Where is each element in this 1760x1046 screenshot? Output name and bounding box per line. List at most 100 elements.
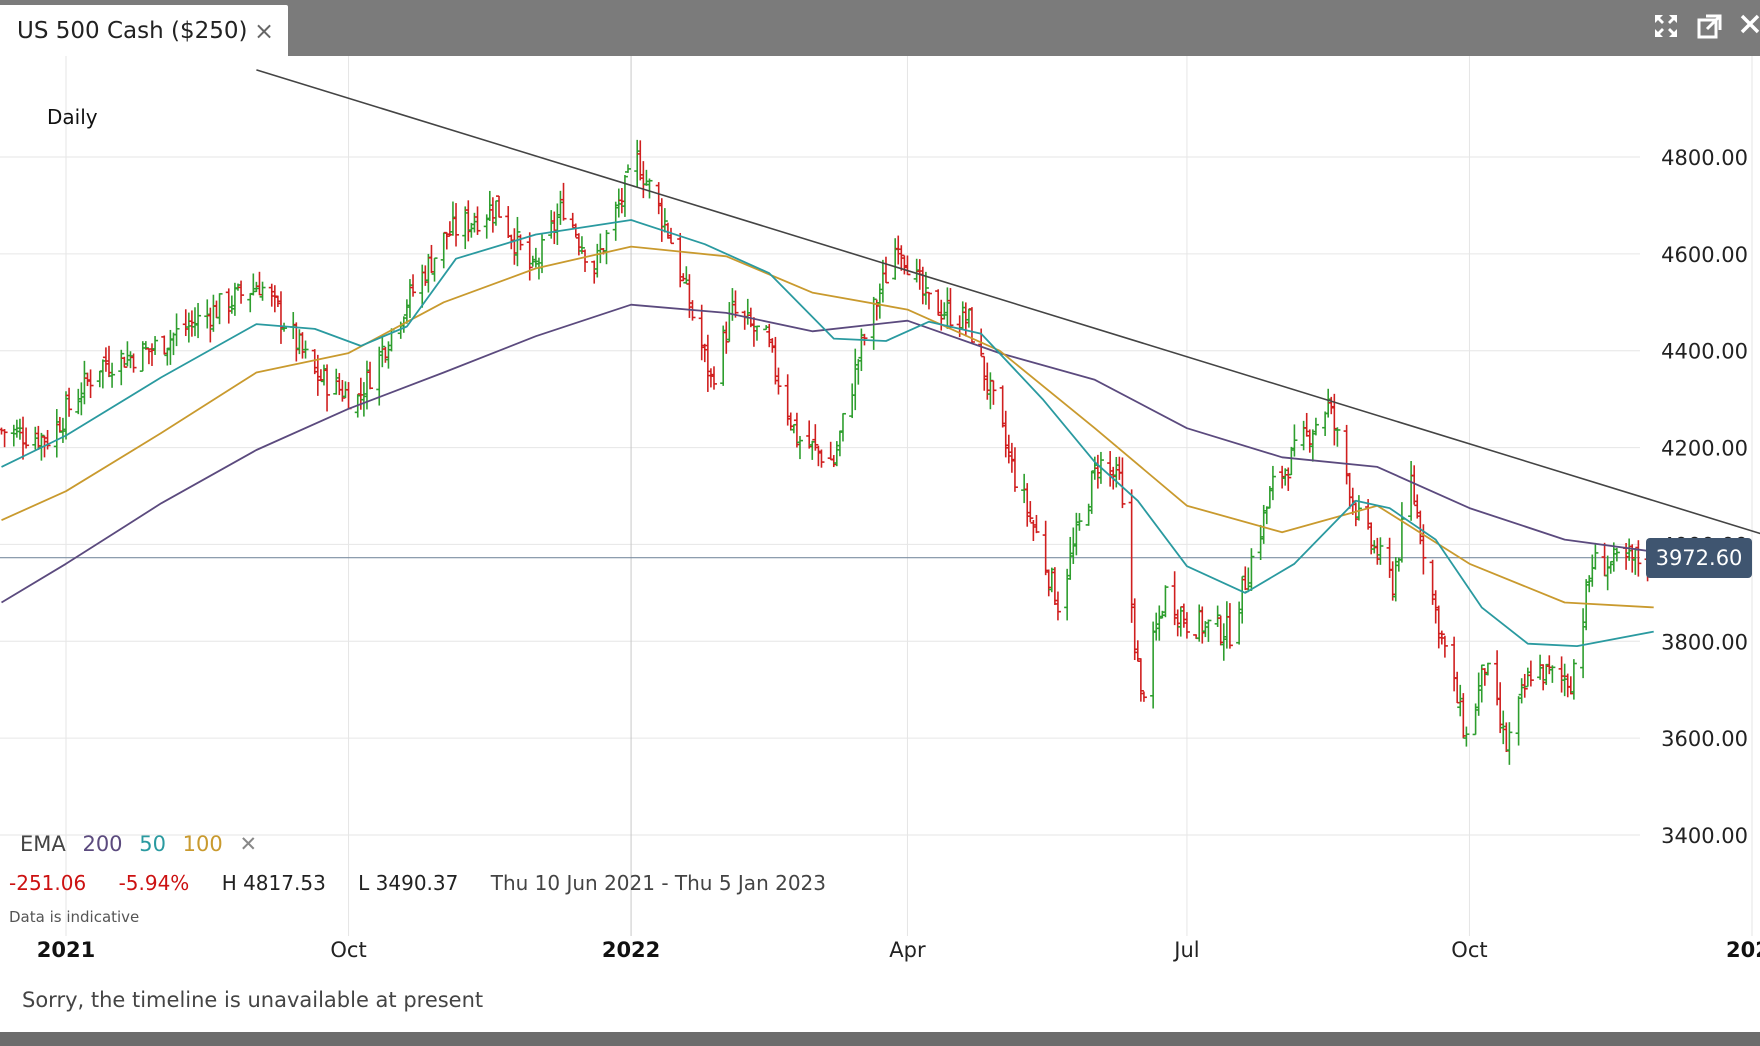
candle (446, 221, 453, 237)
candle (836, 430, 843, 457)
candle (213, 300, 220, 319)
chart-tab[interactable]: US 500 Cash ($250) × (0, 5, 288, 56)
candle (594, 243, 601, 278)
popout-icon[interactable] (1696, 12, 1724, 40)
price-chart[interactable]: 3400.003600.003800.004000.004200.004400.… (0, 56, 1760, 936)
candle (1607, 560, 1614, 574)
stats-row: -251.06 -5.94% H 4817.53 L 3490.37 Thu 1… (9, 871, 852, 895)
x-tick-label: Oct (1451, 938, 1488, 962)
candle (1613, 547, 1620, 562)
candle (1451, 636, 1458, 692)
candle (1205, 619, 1212, 642)
candle (474, 206, 481, 235)
y-tick-label: 3400.00 (1661, 824, 1748, 848)
candle (557, 190, 564, 225)
x-tick-label: Apr (889, 938, 926, 962)
candle (667, 227, 674, 245)
candle (1463, 726, 1470, 747)
candle (1478, 664, 1485, 703)
candle (1171, 571, 1178, 626)
candle (852, 348, 859, 411)
legend-ema-50[interactable]: 50 (139, 832, 166, 856)
candle (1322, 411, 1329, 437)
fullscreen-icon[interactable] (1652, 12, 1680, 40)
candle (1094, 454, 1101, 489)
candle (1137, 658, 1144, 702)
y-tick-label: 4800.00 (1661, 146, 1748, 170)
ema-100-line (1, 245, 1654, 609)
candle (1045, 569, 1052, 597)
x-tick-label: 2021 (36, 938, 96, 962)
candle (152, 336, 159, 355)
candle (1033, 514, 1040, 534)
candle (486, 190, 493, 222)
candle (1438, 630, 1445, 645)
candle (1429, 559, 1436, 605)
current-price-label: 3972.60 (1646, 538, 1752, 578)
candle (96, 370, 103, 388)
candle (582, 249, 589, 272)
candle (704, 334, 711, 392)
candle (1180, 603, 1187, 628)
candle (1048, 567, 1055, 593)
candle (1196, 604, 1203, 642)
candle (1475, 672, 1482, 716)
close-icon[interactable] (1738, 12, 1760, 40)
candle (517, 234, 524, 251)
chart-title: Daily (47, 105, 98, 129)
tab-title: US 500 Cash ($250) (17, 18, 248, 44)
legend-ema-100[interactable]: 100 (182, 832, 223, 856)
candle (290, 312, 297, 340)
candle (1027, 501, 1034, 523)
tab-close-icon[interactable]: × (254, 17, 275, 45)
candle (1030, 520, 1037, 541)
candle (710, 366, 717, 390)
candle (603, 229, 610, 265)
legend-ema-200[interactable]: 200 (82, 832, 123, 856)
candle (87, 369, 94, 399)
candle (204, 299, 211, 329)
candle (1156, 605, 1163, 641)
candle (1352, 502, 1359, 527)
trendline[interactable] (256, 69, 1760, 535)
candle (1076, 513, 1083, 531)
candle (1002, 410, 1009, 458)
candle (1521, 673, 1528, 698)
candle (1257, 524, 1264, 560)
candle (892, 238, 899, 280)
candle (425, 253, 432, 293)
change-value: -251.06 (9, 871, 87, 895)
candle (796, 435, 803, 460)
candle (723, 321, 730, 354)
candle (591, 260, 598, 284)
candle (339, 379, 346, 402)
candle (1481, 668, 1488, 686)
candle (999, 385, 1006, 428)
candle (640, 161, 647, 199)
candle (560, 182, 567, 221)
candle (1183, 612, 1190, 639)
candle (422, 265, 429, 286)
candle (81, 360, 88, 405)
candle (130, 353, 137, 373)
candle (922, 271, 929, 305)
candle (726, 302, 733, 342)
candle (311, 349, 318, 375)
candle (1285, 467, 1292, 491)
candle (191, 307, 198, 337)
candle (1518, 678, 1525, 704)
legend-remove-icon[interactable]: ✕ (239, 832, 258, 856)
candle (815, 445, 822, 467)
candle (1580, 608, 1587, 679)
candle (882, 256, 889, 284)
candle (548, 210, 555, 239)
candle (121, 356, 128, 368)
candle (492, 200, 499, 226)
candle (1073, 512, 1080, 556)
candle (1245, 567, 1252, 593)
candle (1300, 420, 1307, 451)
candle (167, 329, 174, 365)
candle (428, 244, 435, 273)
candle (471, 212, 478, 233)
candle (56, 416, 63, 433)
